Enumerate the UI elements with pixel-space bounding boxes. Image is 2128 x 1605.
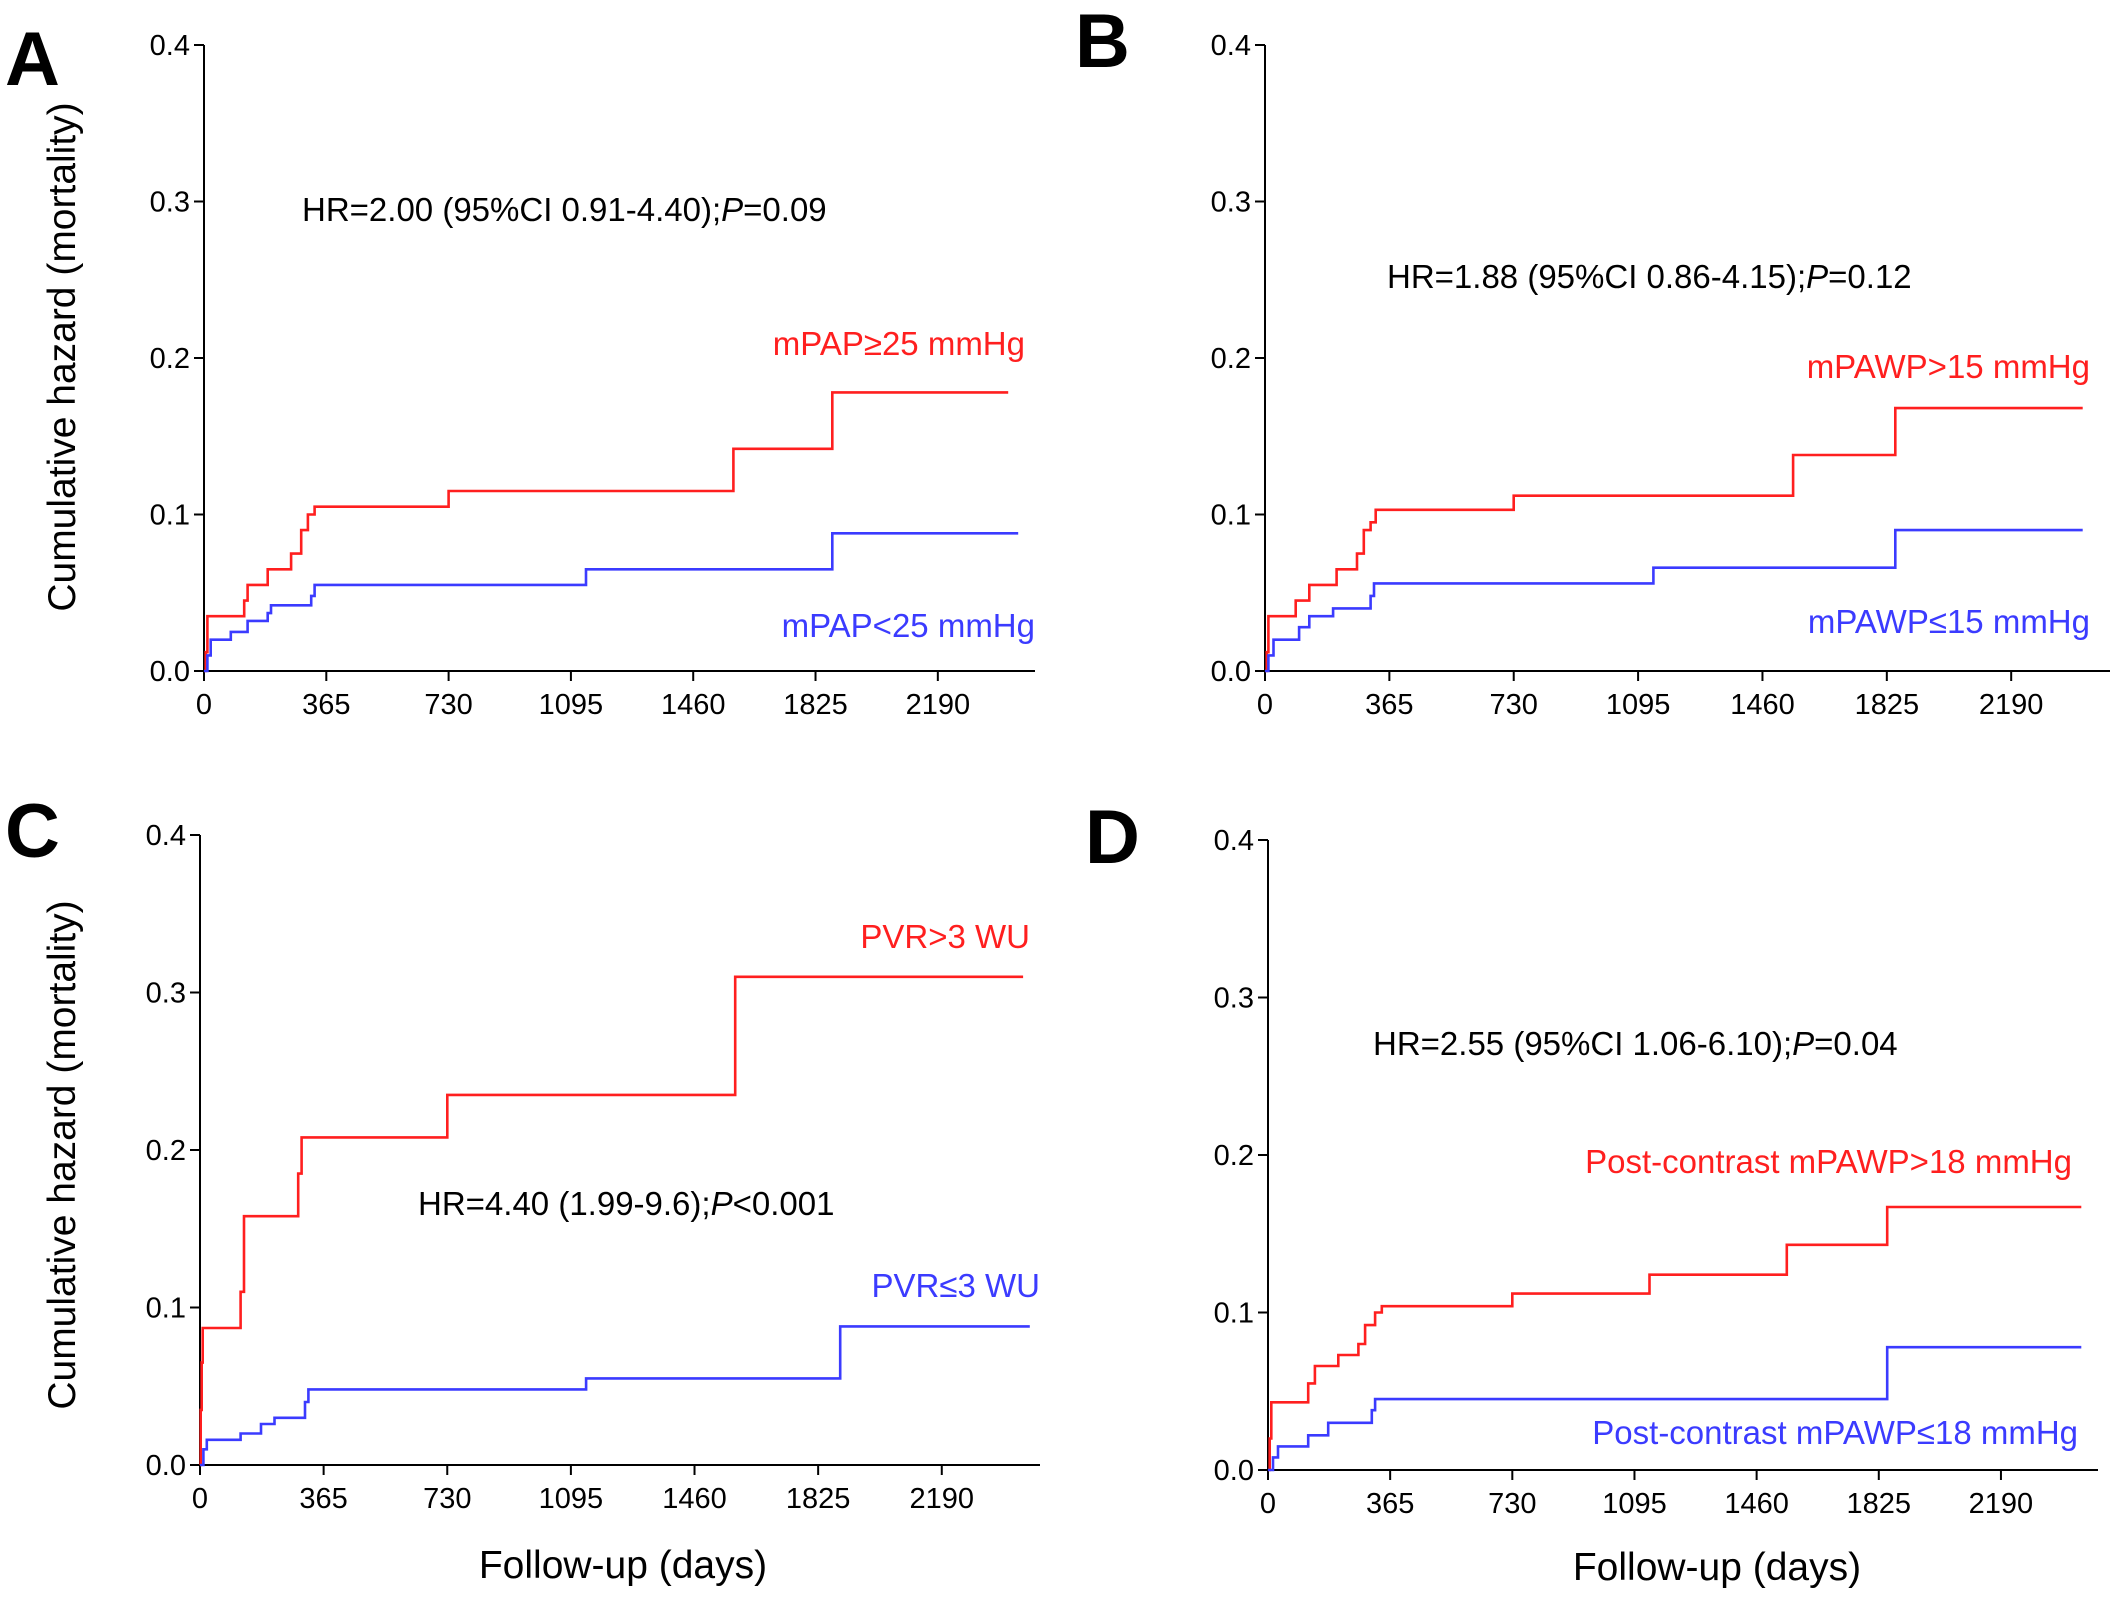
hr-p-symbol: P xyxy=(1806,258,1828,295)
x-tick-label: 1095 xyxy=(539,689,604,721)
x-tick-label: 0 xyxy=(196,689,212,721)
panel-letter: D xyxy=(1085,795,1140,880)
hr-p-symbol: P xyxy=(711,1185,733,1222)
y-tick-label: 0.4 xyxy=(1211,30,1251,62)
hr-prefix: HR=2.55 (95%CI 1.06-6.10); xyxy=(1373,1025,1792,1062)
series-line-low xyxy=(1268,1345,2082,1472)
series-line-high xyxy=(204,391,1009,673)
x-tick-label: 365 xyxy=(299,1483,347,1515)
x-tick-label: 2190 xyxy=(1979,689,2044,721)
hazard-ratio-annotation: HR=2.55 (95%CI 1.06-6.10);P=0.04 xyxy=(1373,1025,1898,1062)
y-tick-label: 0.2 xyxy=(1211,343,1251,375)
series-line-low xyxy=(204,532,1019,673)
series-label-low: PVR≤3 WU xyxy=(872,1267,1040,1304)
x-tick-label: 2190 xyxy=(906,689,971,721)
panel-b: B 0.0 0.1 0.2 0.3 0.4 0 365 730 1095 1460 1825 2190 m… xyxy=(1075,0,2110,721)
series-line-high xyxy=(1268,1205,2082,1472)
x-tick-label: 730 xyxy=(424,689,472,721)
hr-p-symbol: P xyxy=(1792,1025,1814,1062)
y-tick-label: 0.2 xyxy=(1214,1140,1254,1172)
series-line-low xyxy=(1265,528,2083,673)
panel-c: C 0.0 0.1 0.2 0.3 0.4 0 365 730 1095 1460 1825 2190 P… xyxy=(5,789,1040,1587)
y-tick-label: 0.3 xyxy=(146,978,186,1010)
x-tick-label: 730 xyxy=(1488,1488,1536,1520)
x-tick-label: 730 xyxy=(423,1483,471,1515)
x-tick-label: 1825 xyxy=(786,1483,851,1515)
y-tick-label: 0.0 xyxy=(1211,656,1251,688)
hr-p-value: =0.04 xyxy=(1814,1025,1898,1062)
x-tick-label: 1825 xyxy=(1855,689,1920,721)
y-tick-label: 0.1 xyxy=(146,1293,186,1325)
panel-letter: B xyxy=(1075,0,1130,84)
series-label-low: mPAWP≤15 mmHg xyxy=(1808,603,2090,640)
x-tick-label: 1460 xyxy=(1724,1488,1789,1520)
hr-p-value: =0.09 xyxy=(743,191,827,228)
series-label-low: mPAP<25 mmHg xyxy=(782,607,1035,644)
x-tick-label: 1095 xyxy=(539,1483,604,1515)
x-tick-label: 365 xyxy=(1365,689,1413,721)
x-tick-label: 2190 xyxy=(910,1483,975,1515)
x-tick-label: 1460 xyxy=(1730,689,1795,721)
y-tick-label: 0.4 xyxy=(150,30,190,62)
y-tick-label: 0.0 xyxy=(146,1450,186,1482)
panel-letter: A xyxy=(5,17,60,102)
hazard-ratio-annotation: HR=1.88 (95%CI 0.86-4.15);P=0.12 xyxy=(1387,258,1912,295)
y-tick-label: 0.3 xyxy=(150,187,190,219)
hr-prefix: HR=4.40 (1.99-9.6); xyxy=(418,1185,711,1222)
x-tick-label: 0 xyxy=(192,1483,208,1515)
x-axis-title: Follow-up (days) xyxy=(1573,1546,1861,1589)
y-tick-label: 0.4 xyxy=(1214,825,1254,857)
x-tick-label: 0 xyxy=(1257,689,1273,721)
y-axis-title: Cumulative hazard (mortality) xyxy=(41,900,84,1409)
panel-a: A 0.0 0.1 0.2 0.3 0.4 0 365 730 1095 1460 1825 2190 m… xyxy=(5,17,1035,721)
series-line-high xyxy=(1265,406,2083,673)
y-axis-title: Cumulative hazard (mortality) xyxy=(41,102,84,611)
x-tick-label: 1095 xyxy=(1602,1488,1667,1520)
series-label-high: Post-contrast mPAWP>18 mmHg xyxy=(1585,1143,2072,1180)
x-tick-label: 365 xyxy=(1366,1488,1414,1520)
x-tick-label: 365 xyxy=(302,689,350,721)
hazard-ratio-annotation: HR=2.00 (95%CI 0.91-4.40);P=0.09 xyxy=(302,191,827,228)
series-label-low: Post-contrast mPAWP≤18 mmHg xyxy=(1592,1414,2078,1451)
y-tick-label: 0.1 xyxy=(1211,500,1251,532)
x-tick-label: 730 xyxy=(1490,689,1538,721)
y-tick-label: 0.2 xyxy=(146,1135,186,1167)
x-tick-label: 1460 xyxy=(661,689,726,721)
y-tick-label: 0.0 xyxy=(150,656,190,688)
series-line-low xyxy=(200,1325,1030,1467)
series-label-high: mPAWP>15 mmHg xyxy=(1807,348,2090,385)
x-tick-label: 1095 xyxy=(1606,689,1671,721)
y-tick-label: 0.2 xyxy=(150,343,190,375)
y-tick-label: 0.4 xyxy=(146,820,186,852)
series-label-high: PVR>3 WU xyxy=(860,918,1030,955)
hr-p-value: =0.12 xyxy=(1828,258,1912,295)
x-tick-label: 1460 xyxy=(662,1483,727,1515)
y-tick-label: 0.3 xyxy=(1214,983,1254,1015)
y-tick-label: 0.3 xyxy=(1211,187,1251,219)
hr-p-symbol: P xyxy=(721,191,743,228)
x-tick-label: 1825 xyxy=(1847,1488,1912,1520)
y-tick-label: 0.1 xyxy=(150,500,190,532)
x-tick-label: 2190 xyxy=(1969,1488,2034,1520)
hazard-ratio-annotation: HR=4.40 (1.99-9.6);P<0.001 xyxy=(418,1185,834,1222)
series-label-high: mPAP≥25 mmHg xyxy=(773,325,1025,362)
x-tick-label: 1825 xyxy=(783,689,848,721)
series-line-high xyxy=(199,975,1024,1467)
y-tick-label: 0.1 xyxy=(1214,1298,1254,1330)
hr-p-value: <0.001 xyxy=(733,1185,835,1222)
x-axis-title: Follow-up (days) xyxy=(479,1544,767,1587)
panel-d: D 0.0 0.1 0.2 0.3 0.4 0 365 730 1095 1460 1825 2190 P… xyxy=(1085,795,2098,1589)
hr-prefix: HR=1.88 (95%CI 0.86-4.15); xyxy=(1387,258,1806,295)
x-tick-label: 0 xyxy=(1260,1488,1276,1520)
panel-letter: C xyxy=(5,789,60,874)
y-tick-label: 0.0 xyxy=(1214,1455,1254,1487)
hr-prefix: HR=2.00 (95%CI 0.91-4.40); xyxy=(302,191,721,228)
